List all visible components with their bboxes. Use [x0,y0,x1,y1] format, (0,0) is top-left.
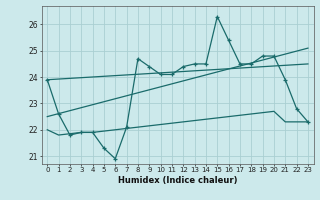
X-axis label: Humidex (Indice chaleur): Humidex (Indice chaleur) [118,176,237,185]
